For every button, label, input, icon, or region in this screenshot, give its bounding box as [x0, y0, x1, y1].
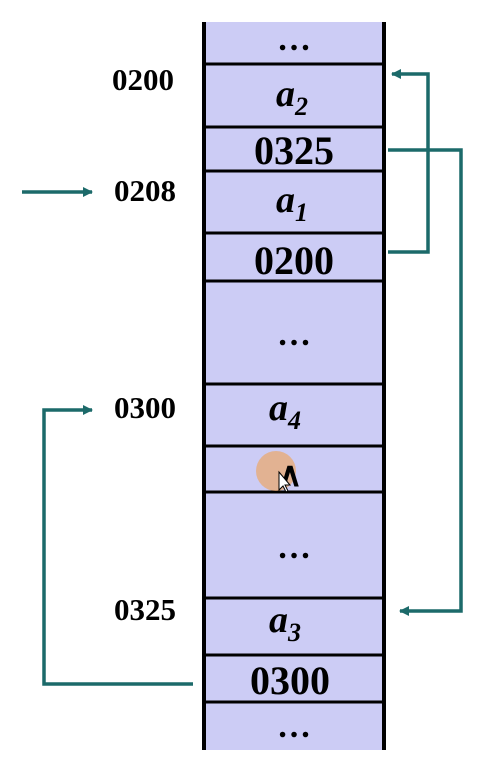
cell-value-0200: 0200: [254, 238, 334, 283]
cell-dots-top: …: [277, 21, 311, 58]
cell-a2: a2: [276, 73, 308, 121]
cell-a1: a1: [276, 179, 308, 227]
cell-dots-middle: …: [277, 316, 311, 353]
cell-value-0300: 0300: [250, 658, 330, 703]
address-0325: 0325: [114, 592, 176, 627]
cell-a4: a4: [269, 387, 301, 435]
address-0208: 0208: [114, 173, 176, 208]
cell-dots-lower: …: [277, 529, 311, 566]
cell-a3: a3: [269, 599, 301, 647]
mouse-cursor-icon: [278, 470, 292, 493]
pointer-arrow-0300-to-a4: [42, 405, 193, 686]
pointer-arrow-0200-to-a2: [388, 69, 430, 254]
memory-column: [204, 22, 384, 750]
cell-dividers: [204, 62, 384, 704]
cell-value-0325: 0325: [254, 128, 334, 173]
pointer-arrow-0325-to-a3: [388, 148, 463, 616]
address-0300: 0300: [114, 390, 176, 425]
address-0200: 0200: [112, 62, 174, 97]
cell-dots-bottom: …: [277, 708, 311, 745]
